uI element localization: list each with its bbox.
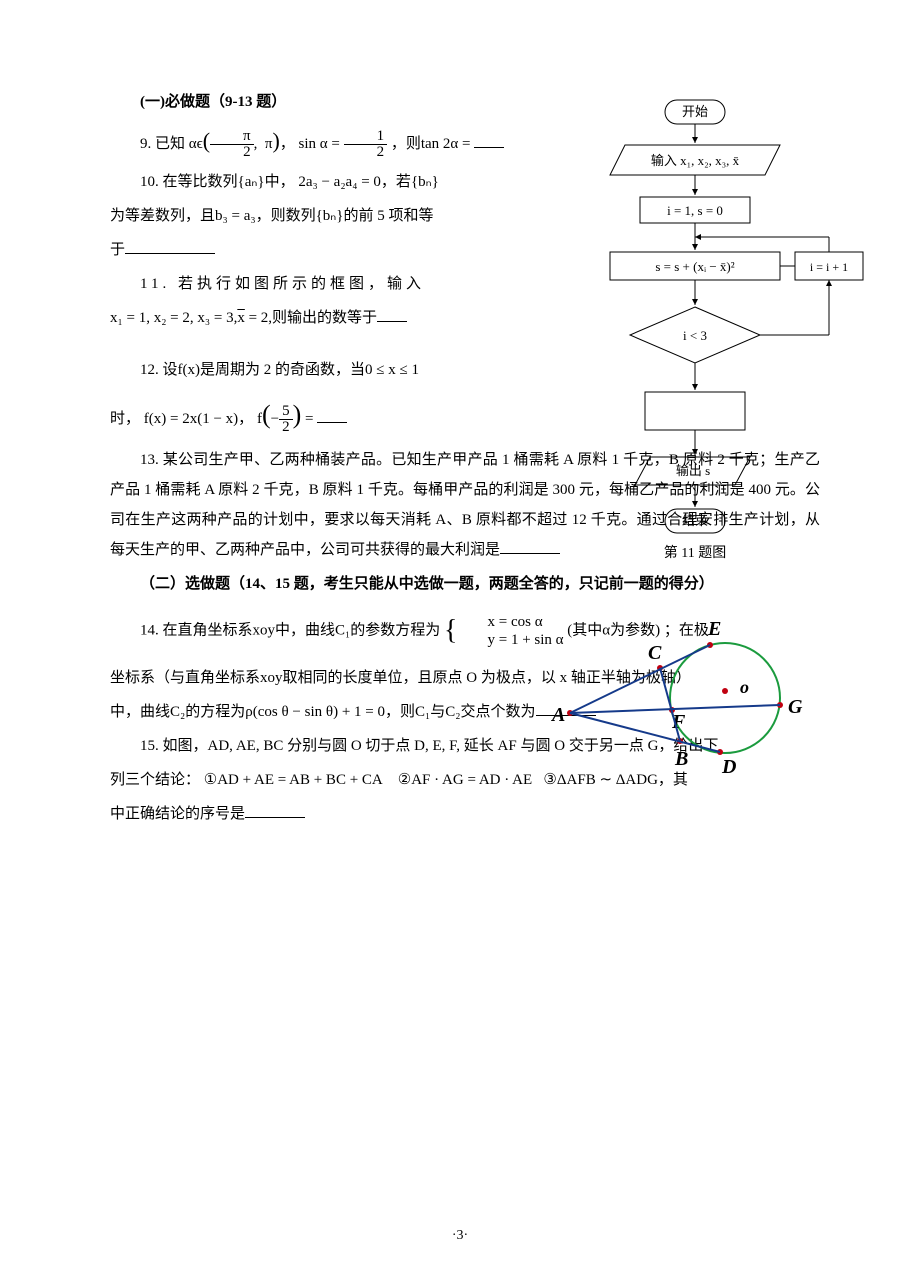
geom-C: C <box>648 642 662 664</box>
q14-xoy: xoy <box>253 622 276 638</box>
q14-l1b: 中，曲线 <box>275 622 335 638</box>
q10-expr: 2a₃ − a₂a₄ = 0 <box>298 174 381 190</box>
q11-expr: x₁ = 1, x₂ = 2, x₃ = 3, <box>110 310 237 326</box>
q14-l3b: 的方程为 <box>185 704 245 720</box>
q14-xoy2: xoy <box>260 670 283 686</box>
q9-hn: 1 <box>344 129 388 145</box>
fc-start: 开始 <box>682 104 708 119</box>
q12-cond: 0 ≤ x ≤ 1 <box>365 362 419 378</box>
q14-c1b: C₁ <box>415 704 430 720</box>
q14-l3a: 中，曲线 <box>110 704 170 720</box>
q10-seq1: {aₙ} <box>238 174 265 190</box>
q14-by: y = 1 + sin α <box>457 631 563 649</box>
fc-caption: 第 11 题图 <box>664 544 726 561</box>
q12-blank <box>317 408 347 423</box>
q13-blank <box>500 539 560 554</box>
q12-l1b: 是周期为 2 的奇函数，当 <box>200 362 365 378</box>
q11-l1: 11. 若执行如图所示的框图，输入 <box>140 276 425 292</box>
flowchart-svg: 开始 输入 x₁, x₂, x₃, x̄ i = 1, s = 0 s = s … <box>585 95 865 595</box>
q9-int-num: π <box>210 129 254 145</box>
q10-label: 10. 在等比数列 <box>140 174 238 190</box>
q9: 9. 已知 αϵ(π2, π)， sin α = 12 ，则tan 2α = <box>110 119 590 163</box>
q12: 12. 设f(x)是周期为 2 的奇函数，当0 ≤ x ≤ 1 <box>110 355 590 385</box>
q10-mid1: 中， <box>265 174 295 190</box>
q9-sin: sin α = <box>299 136 340 152</box>
q14-and: 与 <box>430 704 445 720</box>
flowchart: 开始 输入 x₁, x₂, x₃, x̄ i = 1, s = 0 s = s … <box>585 95 865 595</box>
q9-blank <box>474 133 504 148</box>
q14-c2: C₂ <box>170 704 185 720</box>
q10-l2a: 为等差数列，且 <box>110 208 215 224</box>
q11-line2: x₁ = 1, x₂ = 2, x₃ = 3,x = 2,则输出的数等于 <box>110 303 590 333</box>
q12-neg: − <box>271 411 279 427</box>
q12-l1: 12. 设 <box>140 362 178 378</box>
page-root: 开始 输入 x₁, x₂, x₃, x̄ i = 1, s = 0 s = s … <box>0 0 920 873</box>
geom-G: G <box>788 696 803 718</box>
q15-l2a: 列三个结论： <box>110 772 200 788</box>
q10-b3: b₃ = a₃ <box>215 208 256 224</box>
q11-blank <box>377 307 407 322</box>
q12-fxeq: f(x) = 2x(1 − x) <box>144 411 238 427</box>
q9-label: 9. 已知 <box>140 136 185 152</box>
q15-l3: 中正确结论的序号是 <box>110 806 245 822</box>
geom-svg: o A E D G C B F <box>550 613 820 783</box>
q10-line3: 于 <box>110 235 590 265</box>
q10-line2: 为等差数列，且b₃ = a₃，则数列{bₙ}的前 5 项和等 <box>110 201 590 231</box>
q14-c1: C₁ <box>335 622 350 638</box>
geom-A: A <box>550 704 565 726</box>
q14-l3c: ，则 <box>385 704 415 720</box>
q10-l2b: ，则数列 <box>256 208 316 224</box>
geometry-figure: o A E D G C B F <box>550 613 820 783</box>
geom-E: E <box>707 618 721 640</box>
q15-c1: ①AD + AE = AB + BC + CA <box>204 772 383 788</box>
q12-fx: f(x) <box>178 362 201 378</box>
geom-B: B <box>674 748 688 770</box>
geom-D: D <box>721 756 736 778</box>
q11-xbar: x <box>237 310 245 326</box>
q11-eq2: = 2, <box>245 310 272 326</box>
fc-input: 输入 x₁, x₂, x₃, x̄ <box>651 153 740 168</box>
q15-line3: 中正确结论的序号是 <box>110 799 820 829</box>
q14-rho: ρ(cos θ − sin θ) + 1 = 0 <box>245 704 385 720</box>
q9-hd: 2 <box>344 145 388 160</box>
fc-cond: i < 3 <box>683 328 707 343</box>
q12-line2: 时， f(x) = 2x(1 − x)， f(−52) = <box>110 389 590 441</box>
q10: 10. 在等比数列{aₙ}中， 2a₃ − a₂a₄ = 0，若{bₙ} <box>110 167 590 197</box>
q12-comma: ， <box>238 411 253 427</box>
q15-blank <box>245 803 305 818</box>
geom-O: o <box>740 677 749 697</box>
fc-step: s = s + (xᵢ − x̄)² <box>655 259 734 274</box>
q11-tail: 则输出的数等于 <box>272 310 377 326</box>
q11: 11. 若执行如图所示的框图，输入 <box>110 269 590 299</box>
q14-l2a: 坐标系（与直角坐标系 <box>110 670 260 686</box>
fc-inc: i = i + 1 <box>810 260 848 274</box>
q12-eq: = <box>301 411 313 427</box>
q14-l1c: 的参数方程为 <box>350 622 440 638</box>
q9-alpha: αϵ <box>189 136 203 152</box>
fc-init: i = 1, s = 0 <box>667 203 723 218</box>
q14-l3d: 交点个数为 <box>461 704 536 720</box>
q12-l2a: 时， <box>110 411 140 427</box>
q15-c2: ②AF · AG = AD · AE <box>398 772 532 788</box>
q10-seq3: {bₙ} <box>316 208 344 224</box>
q10-seq2: {bₙ} <box>411 174 439 190</box>
q12-2: 2 <box>279 420 293 435</box>
q14-bx: x = cos α <box>457 613 563 631</box>
q9-then: ，则tan 2α = <box>391 136 471 152</box>
q10-blank <box>125 239 215 254</box>
q10-l3: 于 <box>110 242 125 258</box>
fc-out: 输出 s <box>676 463 710 478</box>
q14-l1a: 14. 在直角坐标系 <box>140 622 253 638</box>
q10-l2c: 的前 5 项和等 <box>344 208 434 224</box>
q14-c2b: C₂ <box>445 704 460 720</box>
q9-comma: ， <box>280 136 295 152</box>
fc-end: 结束 <box>682 513 708 528</box>
q10-mid2: ，若 <box>381 174 411 190</box>
page-number: ·3· <box>0 1228 920 1244</box>
q12-5: 5 <box>279 404 293 420</box>
